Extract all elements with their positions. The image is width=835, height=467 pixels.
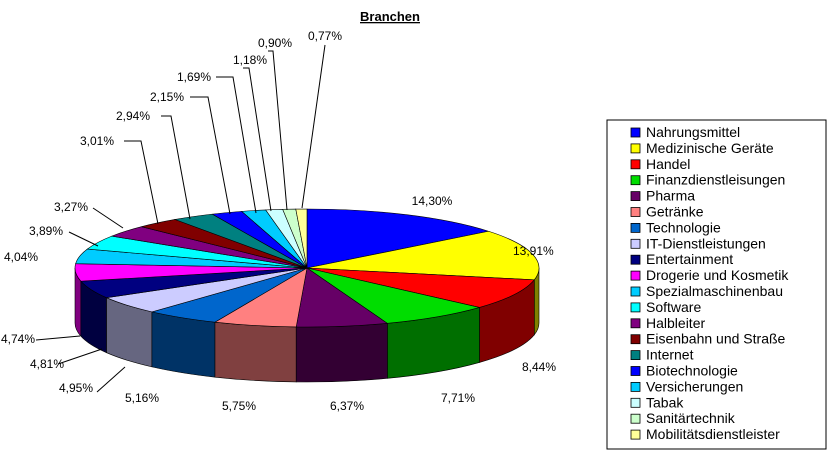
data-label-13: 3,01% (80, 134, 114, 148)
legend-swatch-5 (630, 207, 641, 217)
data-label-7: 4,95% (59, 381, 93, 395)
pie-slice-0 (306, 208, 490, 269)
pie-side-5 (214, 321, 297, 383)
legend-label-10: Spezialmaschinenbau (646, 283, 783, 299)
legend-swatch-13 (630, 334, 641, 345)
legend-swatch-6 (630, 222, 641, 233)
slice-labels: 14,30% 13,91% 8,44% 7,71% 6,37% 5,75% 5,16% 4,9… (1, 29, 556, 413)
pie-slice-19 (295, 208, 308, 269)
legend-label-3: Finanzdienstleisungen (646, 172, 785, 188)
data-label-10: 4,04% (4, 250, 38, 264)
data-label-17: 1,18% (233, 53, 267, 67)
leader-line-12 (92, 207, 124, 229)
legend-swatch-2 (630, 159, 641, 170)
legend-swatch-18 (630, 413, 641, 424)
data-label-6: 5,16% (125, 391, 159, 405)
leader-line-8 (57, 348, 103, 365)
data-label-3: 7,71% (441, 391, 475, 405)
legend-swatch-11 (630, 302, 641, 313)
pie-slice-3 (306, 267, 480, 324)
leader-line-11 (68, 231, 99, 247)
leader-line-16 (216, 76, 257, 214)
leader-line-18 (268, 50, 288, 211)
leader-line-17 (243, 67, 272, 212)
legend-label-17: Tabak (646, 394, 684, 410)
data-label-9: 4,74% (1, 332, 35, 346)
legend-label-11: Software (646, 299, 701, 315)
legend-swatch-17 (630, 397, 641, 408)
data-label-18: 0,90% (258, 36, 292, 50)
legend-label-18: Sanitärtechnik (646, 410, 736, 426)
data-label-0: 14,30% (412, 194, 453, 208)
legend-label-6: Technologie (646, 219, 721, 235)
legend-swatch-0 (630, 127, 641, 138)
leader-line-13 (124, 140, 159, 225)
legend-swatch-4 (630, 191, 641, 202)
data-label-12: 3,27% (54, 200, 88, 214)
leader-line-7 (96, 366, 126, 393)
legend-swatch-3 (630, 175, 641, 186)
legend-swatch-1 (630, 143, 641, 154)
data-label-8: 4,81% (30, 357, 64, 371)
data-label-19: 0,77% (308, 29, 342, 43)
pie-side-6 (151, 311, 216, 378)
legend-label-8: Entertainment (646, 251, 733, 267)
pie-side-4 (295, 323, 388, 383)
leader-line-19 (301, 44, 326, 209)
legend-swatch-8 (630, 254, 641, 265)
data-label-1: 13,91% (513, 244, 554, 258)
legend-box (606, 119, 827, 450)
legend-label-2: Handel (646, 156, 690, 172)
pie-slice-1 (306, 230, 540, 281)
legend-label-4: Pharma (646, 188, 695, 204)
legend-label-15: Biotechnologie (646, 363, 738, 379)
data-label-4: 6,37% (330, 399, 364, 413)
legend-label-1: Medizinische Geräte (646, 140, 774, 156)
leader-line-14 (161, 115, 191, 220)
chart-title: Branchen (360, 9, 420, 24)
leader-lines (35, 44, 326, 393)
data-label-5: 5,75% (222, 399, 256, 413)
legend-swatch-7 (630, 238, 641, 249)
legend-swatch-9 (630, 270, 641, 281)
legend-swatch-16 (630, 381, 641, 392)
legend-label-19: Mobilitätsdienstleister (646, 426, 780, 442)
data-label-11: 3,89% (29, 224, 63, 238)
legend-swatch-15 (630, 366, 641, 376)
legend-label-12: Halbleiter (646, 315, 705, 331)
legend-label-5: Getränke (646, 204, 704, 220)
legend-swatch-14 (630, 350, 641, 361)
legend-label-0: Nahrungsmittel (646, 124, 740, 140)
legend-swatch-10 (630, 286, 641, 297)
legend-swatch-19 (630, 429, 641, 440)
legend-label-7: IT-Dienstleistungen (646, 235, 766, 251)
data-label-16: 1,69% (177, 70, 211, 84)
legend-label-9: Drogerie und Kosmetik (646, 267, 789, 283)
pie-slice-2 (306, 267, 535, 308)
legend-label-14: Internet (646, 347, 694, 363)
pie-top (74, 208, 540, 328)
legend-label-16: Versicherungen (646, 378, 743, 394)
data-label-15: 2,15% (150, 90, 184, 104)
legend-label-13: Eisenbahn und Straße (646, 331, 786, 347)
leader-line-9 (35, 335, 81, 341)
data-label-2: 8,44% (522, 360, 556, 374)
leader-line-15 (190, 96, 231, 215)
legend-swatch-12 (630, 318, 641, 329)
data-label-14: 2,94% (116, 109, 150, 123)
